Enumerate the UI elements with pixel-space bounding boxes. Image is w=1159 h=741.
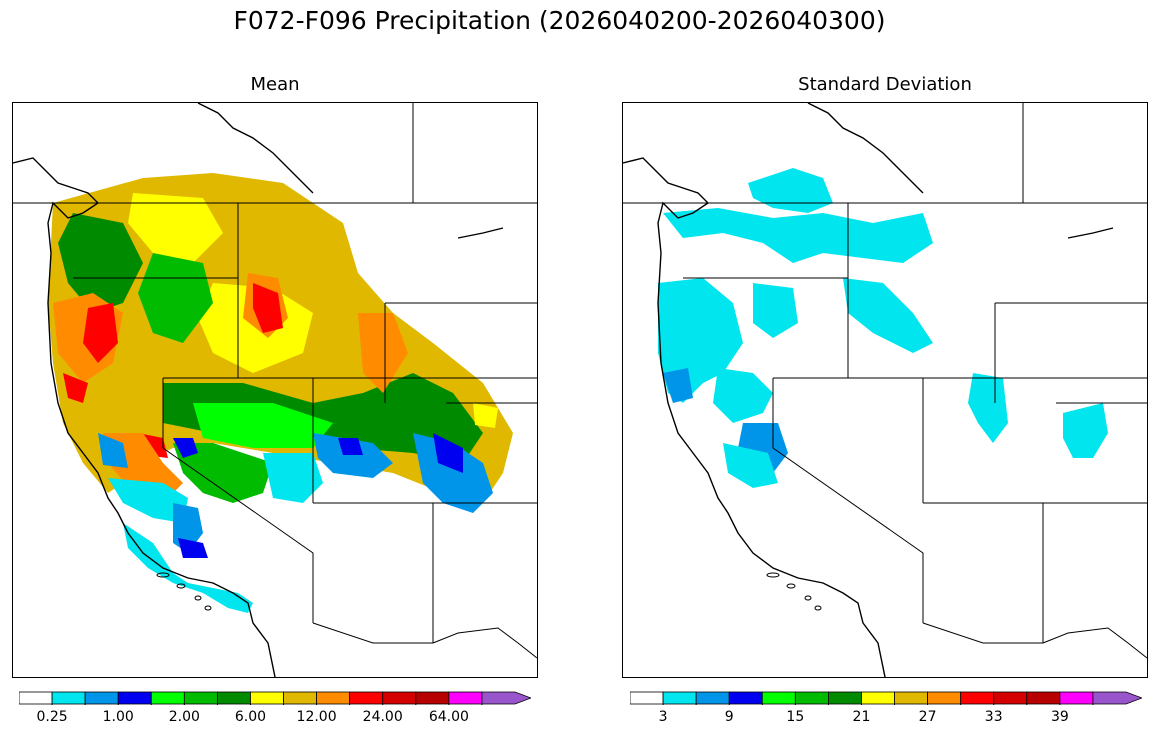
stddev-map <box>622 102 1148 678</box>
mean-islands <box>156 572 212 611</box>
mean-colorbar-segment <box>316 691 351 705</box>
stddev-colorbar-segment <box>662 691 697 705</box>
mean-colorbar-segment <box>415 691 450 705</box>
mean-colorbar-label: 12.00 <box>296 709 337 725</box>
mean-colorbar-segment <box>18 691 53 705</box>
stddev-shaded-regions <box>658 168 1108 488</box>
mean-colorbar-segment <box>250 691 284 705</box>
stddev-colorbar-segment <box>1092 691 1144 705</box>
mean-colorbar-label: 6.00 <box>234 709 267 725</box>
mean-colorbar-segment <box>448 691 483 705</box>
stddev-colorbar-label: 21 <box>852 709 871 725</box>
mean-colorbar-label: 1.00 <box>102 709 134 725</box>
mean-map <box>12 102 538 678</box>
mean-colorbar-segment <box>382 691 417 705</box>
stddev-panel-title: Standard Deviation <box>798 74 972 95</box>
stddev-colorbar-label: 3 <box>658 709 668 725</box>
stddev-colorbar-segment <box>1059 691 1094 705</box>
mean-colorbar-label: 64.00 <box>428 709 469 725</box>
stddev-colorbar-label: 33 <box>984 709 1003 725</box>
mean-colorbar-segment <box>150 691 185 705</box>
stddev-state-boundaries <box>623 103 1147 659</box>
stddev-colorbar-segment <box>695 691 730 705</box>
mean-colorbar <box>18 690 533 705</box>
stddev-colorbar-segment <box>794 691 829 705</box>
stddev-colorbar-segment <box>761 691 796 705</box>
stddev-colorbar-segment <box>993 691 1028 705</box>
mean-colorbar-label: 2.00 <box>168 709 200 725</box>
stddev-colorbar-label: 9 <box>724 709 734 725</box>
stddev-colorbar-segment <box>894 691 928 705</box>
mean-colorbar-segment <box>117 691 152 705</box>
stddev-colorbar-label: 39 <box>1050 709 1069 725</box>
stddev-colorbar-segment <box>861 691 895 705</box>
mean-colorbar-label: 0.25 <box>36 709 68 725</box>
mean-colorbar-segment <box>283 691 317 705</box>
figure-title: F072-F096 Precipitation (2026040200-2026… <box>233 6 886 35</box>
mean-colorbar-segment <box>51 691 86 705</box>
mean-colorbar-label: 24.00 <box>362 709 403 725</box>
mean-shaded-regions <box>48 173 513 613</box>
mean-colorbar-segment <box>481 691 533 705</box>
stddev-colorbar <box>629 690 1144 705</box>
mean-panel-title: Mean <box>250 74 300 95</box>
mean-coastline <box>13 103 504 677</box>
stddev-colorbar-segment <box>629 691 664 705</box>
mean-colorbar-segment <box>183 691 218 705</box>
stddev-colorbar-segment <box>1026 691 1061 705</box>
stddev-coastline <box>623 103 1114 677</box>
mean-colorbar-segment <box>84 691 119 705</box>
stddev-colorbar-label: 15 <box>786 709 805 725</box>
stddev-colorbar-segment <box>728 691 763 705</box>
stddev-colorbar-segment <box>927 691 962 705</box>
stddev-colorbar-label: 27 <box>918 709 937 725</box>
stddev-colorbar-segment <box>827 691 862 705</box>
mean-state-boundaries <box>13 103 537 659</box>
stddev-colorbar-segment <box>960 691 995 705</box>
stddev-islands <box>766 572 822 611</box>
mean-colorbar-segment <box>216 691 251 705</box>
mean-colorbar-segment <box>349 691 384 705</box>
